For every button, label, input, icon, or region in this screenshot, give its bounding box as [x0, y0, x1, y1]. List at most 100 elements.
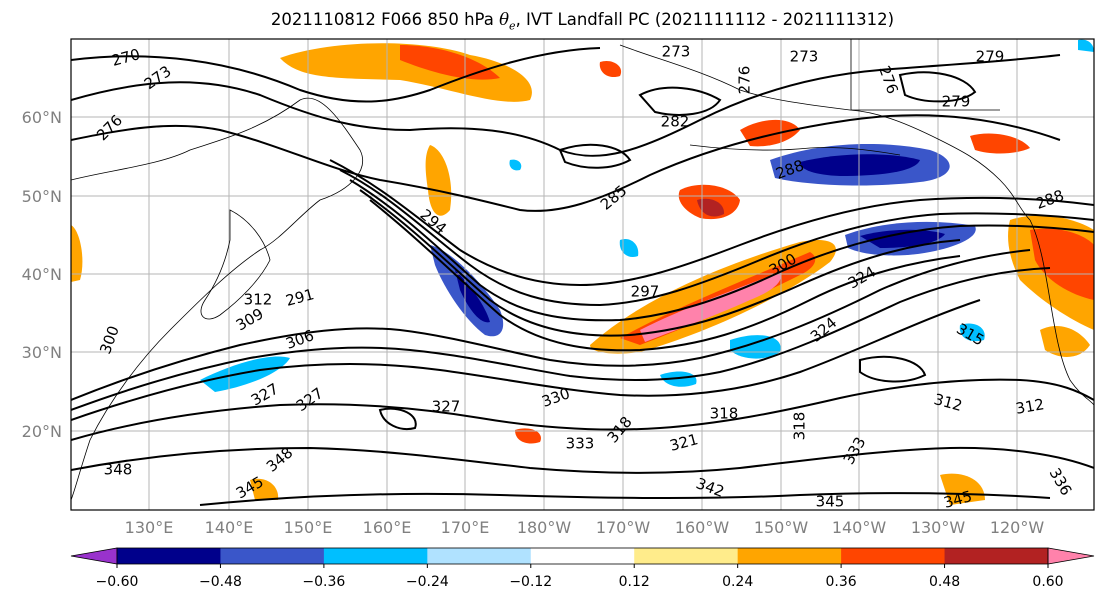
- colorbar-tick-label: 0.12: [619, 574, 650, 590]
- contour-line: [859, 355, 927, 383]
- lon-tick-label: 170°E: [441, 518, 490, 537]
- pc-positive-patch: [515, 428, 541, 444]
- lat-tick-label: 30°N: [22, 343, 62, 362]
- contour-label: 279: [976, 48, 1005, 66]
- lat-tick-label: 20°N: [22, 422, 62, 441]
- pc-positive-patch: [280, 43, 532, 102]
- lon-tick-label: 160°W: [675, 518, 730, 537]
- pc-positive-patch: [1040, 325, 1090, 357]
- contour-line: [199, 492, 1051, 506]
- latitude-axis: 60°N 50°N 40°N 30°N 20°N: [22, 108, 62, 441]
- colorbar-swatch: [117, 548, 221, 564]
- contour-label: 318: [710, 405, 739, 423]
- contour-label: 276: [736, 66, 754, 95]
- pc-positive-patch: [740, 119, 800, 147]
- lon-tick-label: 180°W: [517, 518, 572, 537]
- contour-line: [329, 159, 1094, 287]
- lat-tick-label: 40°N: [22, 265, 62, 284]
- colorbar-tick-label: −0.60: [96, 574, 139, 590]
- pc-negative-patch: [1078, 39, 1094, 52]
- lat-tick-label: 60°N: [22, 108, 62, 127]
- colorbar-tick-label: −0.48: [199, 574, 242, 590]
- lon-tick-label: 140°E: [205, 518, 254, 537]
- colorbar-tick-label: 0.48: [929, 574, 960, 590]
- contour-line: [339, 169, 1094, 307]
- colorbar-tick-label: −0.36: [302, 574, 345, 590]
- colorbar-extend-low: [70, 547, 118, 565]
- colorbar-swatch: [737, 548, 842, 564]
- lon-tick-label: 150°W: [754, 518, 809, 537]
- contour-line: [71, 299, 981, 421]
- contour-label: 333: [566, 435, 595, 453]
- colorbar-swatch: [944, 548, 1049, 564]
- pc-negative-patch: [509, 159, 522, 171]
- pc-positive-patch: [640, 272, 781, 342]
- lon-tick-label: 130°W: [911, 518, 966, 537]
- lon-tick-label: 130°E: [125, 518, 174, 537]
- contour-line: [349, 179, 1094, 322]
- colorbar-tick-label: 0.36: [826, 574, 857, 590]
- lon-tick-label: 150°E: [284, 518, 333, 537]
- lat-tick-label: 50°N: [22, 187, 62, 206]
- pc-negative-patch: [800, 154, 920, 176]
- longitude-axis: 130°E 140°E 150°E 160°E 170°E 180°W 170°W 160°W…: [125, 518, 1045, 537]
- colorbar-swatch: [323, 548, 428, 564]
- contour-label: 312: [1014, 395, 1045, 418]
- pc-negative-patch: [730, 335, 781, 359]
- contour-label: 279: [942, 93, 971, 111]
- colorbar-extend-high: [1047, 547, 1095, 565]
- colorbar-tick-label: −0.12: [509, 574, 552, 590]
- contour-line: [378, 407, 417, 430]
- colorbar-tick-label: 0.60: [1032, 574, 1063, 590]
- contour-label: 348: [104, 461, 133, 479]
- pc-negative-patch: [660, 371, 697, 387]
- colorbar-swatch: [634, 548, 739, 564]
- contour-label: 312: [244, 291, 273, 309]
- alaska-coastline: [619, 44, 1031, 221]
- colorbar-outline: [116, 547, 1049, 565]
- map-title: 2021110812 F066 850 hPa θe, IVT Landfall…: [270, 10, 895, 33]
- shaded-pc-field: [71, 39, 1094, 505]
- contour-label: 345: [816, 493, 845, 511]
- colorbar-tick-label: −0.24: [406, 574, 449, 590]
- asia-coastline: [71, 97, 363, 501]
- pc-positive-patch: [1030, 228, 1094, 300]
- contour-line: [359, 189, 961, 337]
- contour-line: [558, 143, 632, 169]
- colorbar-tick-label: 0.24: [722, 574, 753, 590]
- pc-negative-patch: [619, 238, 639, 258]
- pc-positive-patch: [599, 60, 622, 78]
- coastlines: [71, 39, 1094, 501]
- pc-positive-patch: [400, 45, 500, 80]
- lon-tick-label: 160°E: [363, 518, 412, 537]
- aleutians: [689, 144, 901, 156]
- theta-e-contours: [71, 47, 1094, 506]
- contour-line: [71, 249, 1031, 401]
- pc-positive-patch: [970, 133, 1030, 154]
- contour-line: [71, 47, 601, 103]
- pc-positive-patch: [940, 473, 985, 505]
- contour-label: 282: [661, 113, 690, 131]
- contour-line: [71, 114, 1061, 212]
- map-frame: [70, 38, 1095, 511]
- pc-positive-patch: [71, 225, 83, 282]
- contour-line: [638, 86, 722, 116]
- colorbar-swatch: [530, 548, 635, 564]
- japan-coastline: [200, 209, 271, 320]
- colorbar: −0.60 −0.48 −0.36 −0.24 −0.12 0.12 0.24 0.36 0.4…: [70, 547, 1095, 590]
- colorbar-swatch: [220, 548, 325, 564]
- contour-line: [71, 267, 1051, 411]
- contour-label: 297: [631, 283, 660, 301]
- colorbar-swatch: [427, 548, 532, 564]
- pc-negative-patch: [860, 229, 945, 248]
- pc-positive-patch: [250, 478, 279, 500]
- bering-box: [850, 39, 1000, 111]
- pc-negative-patch: [200, 356, 290, 392]
- colorbar-swatch: [841, 548, 946, 564]
- lon-tick-label: 140°W: [832, 518, 887, 537]
- contour-label: 273: [790, 48, 819, 66]
- contour-line: [71, 446, 1094, 474]
- contour-line: [369, 199, 961, 352]
- contour-label: 327: [432, 398, 461, 416]
